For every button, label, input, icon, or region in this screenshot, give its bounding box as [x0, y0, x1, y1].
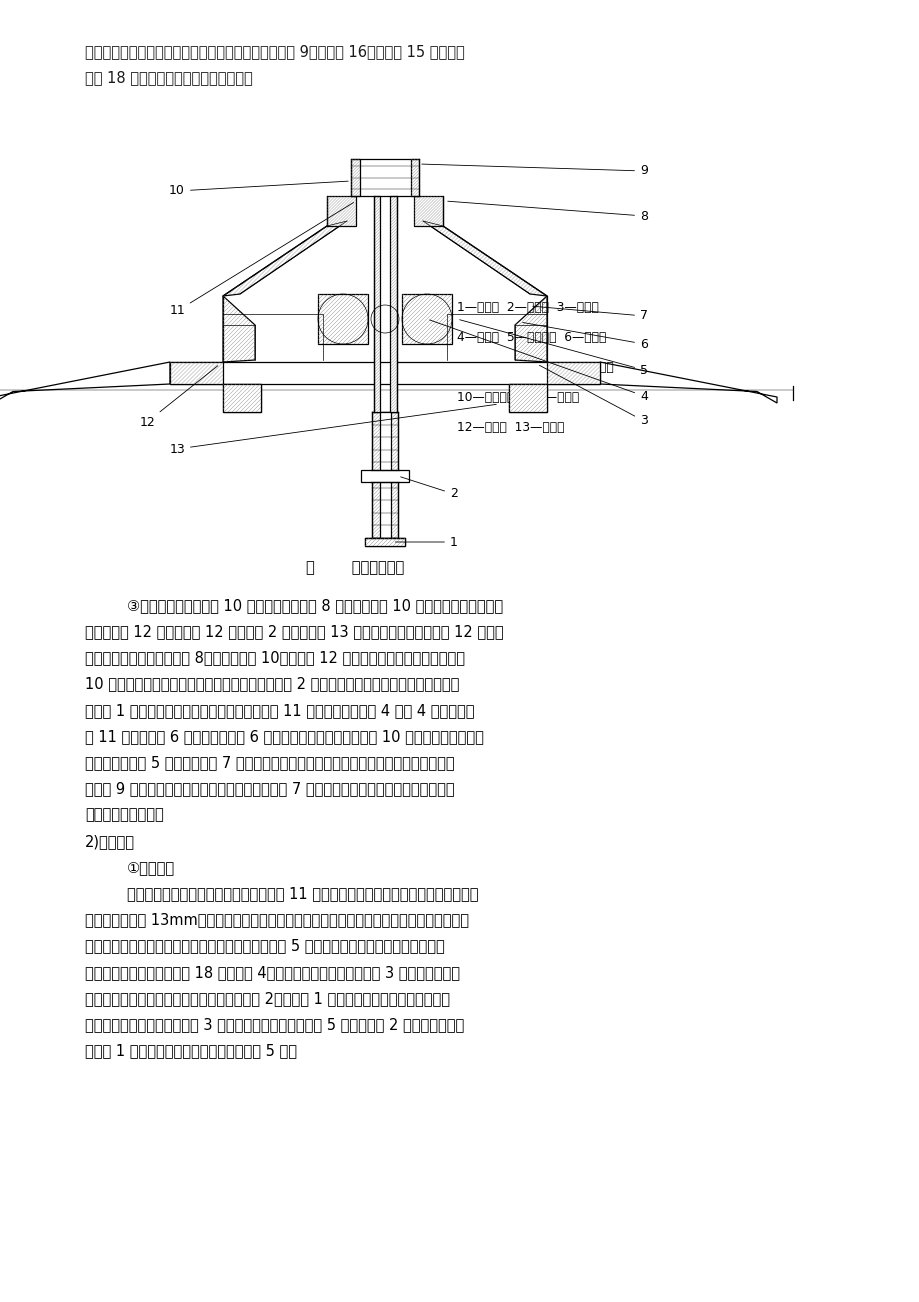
Text: ③行星减速器结构如图 10 所示。减速器外罩 8 和减速器底盖 10 用螺钉紧固在一起，再: ③行星减速器结构如图 10 所示。减速器外罩 8 和减速器底盖 10 用螺钉紧固… [127, 598, 503, 613]
Polygon shape [373, 197, 380, 411]
Polygon shape [410, 159, 418, 197]
Text: 桶相联接，所以减速器外罩 8、减速器底盖 10、法兰盘 12 和脱水桶成一整体。减速器底盖: 桶相联接，所以减速器外罩 8、减速器底盖 10、法兰盘 12 和脱水桶成一整体。… [85, 651, 464, 665]
Polygon shape [414, 197, 443, 227]
Polygon shape [365, 538, 404, 546]
Text: 8: 8 [448, 202, 647, 223]
Polygon shape [515, 296, 547, 362]
Text: 1: 1 [395, 535, 458, 548]
Polygon shape [547, 362, 599, 384]
Text: 减速离合器脱水时的状态及装配示意如图 11 所示，脱水状态下，排水电磁铁通电吸合，: 减速离合器脱水时的状态及装配示意如图 11 所示，脱水状态下，排水电磁铁通电吸合… [127, 887, 478, 901]
Text: 9: 9 [421, 164, 647, 177]
Polygon shape [222, 296, 255, 362]
Polygon shape [222, 384, 261, 411]
Text: 安装在法盘 12 上。法兰盘 12 和脱水轴 2 通过锁紧块 13 固定在一起，因为法兰盘 12 和脱水: 安装在法盘 12 上。法兰盘 12 和脱水轴 2 通过锁紧块 13 固定在一起，… [85, 624, 503, 639]
Text: 摩擦力的作用，方丝离合弹簧 3 将会越抖越紧。这样脱水轴 5 就和离合套 2 联在一起，跟随: 摩擦力的作用，方丝离合弹簧 3 将会越抖越紧。这样脱水轴 5 就和离合套 2 联… [85, 1017, 464, 1032]
Polygon shape [423, 221, 547, 296]
Text: 之间可以自由滑动，刹车不起作用，因此刹车装置外罩 9、刹车盘 16、刹车带 15 都将与脱: 之间可以自由滑动，刹车不起作用，因此刹车装置外罩 9、刹车盘 16、刹车带 15… [85, 44, 464, 59]
Text: 12: 12 [139, 366, 218, 428]
Polygon shape [365, 538, 404, 546]
Text: 下回到自由旋紧状态，这时也就抖紧了离合套 2。大带轮 1 在脱水时是顺时针旋转的，由于: 下回到自由旋紧状态，这时也就抖紧了离合套 2。大带轮 1 在脱水时是顺时针旋转的… [85, 991, 449, 1006]
Bar [365, 538, 404, 546]
Polygon shape [371, 411, 380, 538]
Polygon shape [170, 362, 222, 384]
Polygon shape [414, 197, 443, 227]
Polygon shape [0, 362, 170, 404]
Polygon shape [390, 197, 396, 411]
Text: 1—输入轴  2—脱水轴  3—密封圈: 1—输入轴 2—脱水轴 3—密封圈 [457, 301, 598, 314]
Polygon shape [351, 159, 359, 197]
Bar [360, 470, 409, 482]
Text: 图        减速器结构图: 图 减速器结构图 [305, 560, 403, 575]
Polygon shape [402, 294, 451, 344]
Text: 4: 4 [429, 320, 647, 402]
Text: 5: 5 [460, 320, 647, 376]
Polygon shape [547, 362, 599, 384]
Polygon shape [170, 362, 222, 384]
Text: 大带轮 1 一起做高速运转。由于此时脱水轴 5 做顺: 大带轮 1 一起做高速运转。由于此时脱水轴 5 做顺 [85, 1043, 297, 1059]
Text: 输入轴 1 是动力的传入轴，其花键端插入中心轮 11 的内孔中。行星轮 4 其有 4 个，与中心: 输入轴 1 是动力的传入轴，其花键端插入中心轮 11 的内孔中。行星轮 4 其有… [85, 703, 474, 717]
Polygon shape [371, 411, 380, 538]
Text: 行星轮通过销轴 5 安装在行星架 7 上，当行星轮绕中心轮公转时，将带动行星架一起旋转。: 行星轮通过销轴 5 安装在行星架 7 上，当行星轮绕中心轮公转时，将带动行星架一… [85, 755, 454, 771]
Polygon shape [318, 294, 368, 344]
Text: 13: 13 [169, 405, 495, 456]
Text: 波轮轴 9 两端都加工成齿形花键，其下端与行星架 7 联接，上端与波轮相联，从而使波轮以: 波轮轴 9 两端都加工成齿形花键，其下端与行星架 7 联接，上端与波轮相联，从而… [85, 781, 454, 797]
Bar [222, 384, 261, 411]
Polygon shape [390, 197, 396, 411]
Polygon shape [326, 197, 356, 227]
Polygon shape [390, 411, 398, 538]
Text: 2: 2 [400, 477, 458, 500]
Polygon shape [222, 221, 346, 296]
Polygon shape [508, 384, 547, 411]
Text: 6: 6 [522, 323, 647, 350]
Bar [170, 362, 599, 384]
Text: 水轴 18 一起高速旋转，完成脱水功能。: 水轴 18 一起高速旋转，完成脱水功能。 [85, 70, 253, 85]
Polygon shape [508, 384, 547, 411]
Text: 轮 11 以及内齿圈 6 相噜合。内齿圈 6 通过其圆周槽卡在减速器底盖 10 上，与之联成一体。: 轮 11 以及内齿圈 6 相噜合。内齿圈 6 通过其圆周槽卡在减速器底盖 10 … [85, 729, 483, 743]
Polygon shape [318, 294, 368, 344]
Polygon shape [515, 296, 547, 362]
Text: 低速旋转洗涤衣物。: 低速旋转洗涤衣物。 [85, 807, 164, 823]
Text: 10: 10 [169, 181, 348, 198]
Text: 牵引拉杆移动约 13mm，使排水阆门开启。拉杆在带动阆门开启的同时，一方面拨动旋松刹车: 牵引拉杆移动约 13mm，使排水阆门开启。拉杆在带动阆门开启的同时，一方面拨动旋… [85, 913, 469, 927]
Polygon shape [222, 384, 261, 411]
Polygon shape [390, 411, 398, 538]
Text: ①脱水状态: ①脱水状态 [127, 861, 175, 875]
Text: 弹簧，使其松开刹车装置外罩，这时刹车盘随脱水轴 5 一起转动，刹车不起作用；另一方面: 弹簧，使其松开刹车装置外罩，这时刹车盘随脱水轴 5 一起转动，刹车不起作用；另一… [85, 939, 444, 953]
Polygon shape [599, 362, 777, 404]
Text: 10 有上、下两个止口，从而保证了减速器和脱水轴 2 安装时的同心度。对行星减速器来说，: 10 有上、下两个止口，从而保证了减速器和脱水轴 2 安装时的同心度。对行星减速… [85, 677, 459, 691]
Polygon shape [410, 159, 418, 197]
Text: 7—行星架  8—减速器外罩  9—波轮轴: 7—行星架 8—减速器外罩 9—波轮轴 [457, 361, 613, 374]
Polygon shape [222, 221, 346, 296]
Text: 7: 7 [532, 306, 647, 323]
Polygon shape [373, 197, 380, 411]
Text: 10—减速器底盖  11—中心轮: 10—减速器底盖 11—中心轮 [457, 391, 579, 404]
Text: 3: 3 [539, 366, 647, 427]
Text: 11: 11 [169, 202, 353, 318]
Bar [508, 384, 547, 411]
Polygon shape [423, 221, 547, 296]
Text: 12—法兰盘  13—锁紧块: 12—法兰盘 13—锁紧块 [457, 421, 564, 434]
Polygon shape [402, 294, 451, 344]
Text: 2)工作原理: 2)工作原理 [85, 833, 135, 849]
Polygon shape [351, 159, 359, 197]
Polygon shape [326, 197, 356, 227]
Text: 又推动拨叉旋转，致使棘爪 18 脱开棘轮 4，棘轮被放松，方丝离合弹簧 3 在自身的作用力: 又推动拨叉旋转，致使棘爪 18 脱开棘轮 4，棘轮被放松，方丝离合弹簧 3 在自… [85, 965, 460, 980]
Polygon shape [222, 296, 255, 362]
Text: 4—行星轮  5—行星轮轴  6—内齿圈: 4—行星轮 5—行星轮轴 6—内齿圈 [457, 331, 606, 344]
